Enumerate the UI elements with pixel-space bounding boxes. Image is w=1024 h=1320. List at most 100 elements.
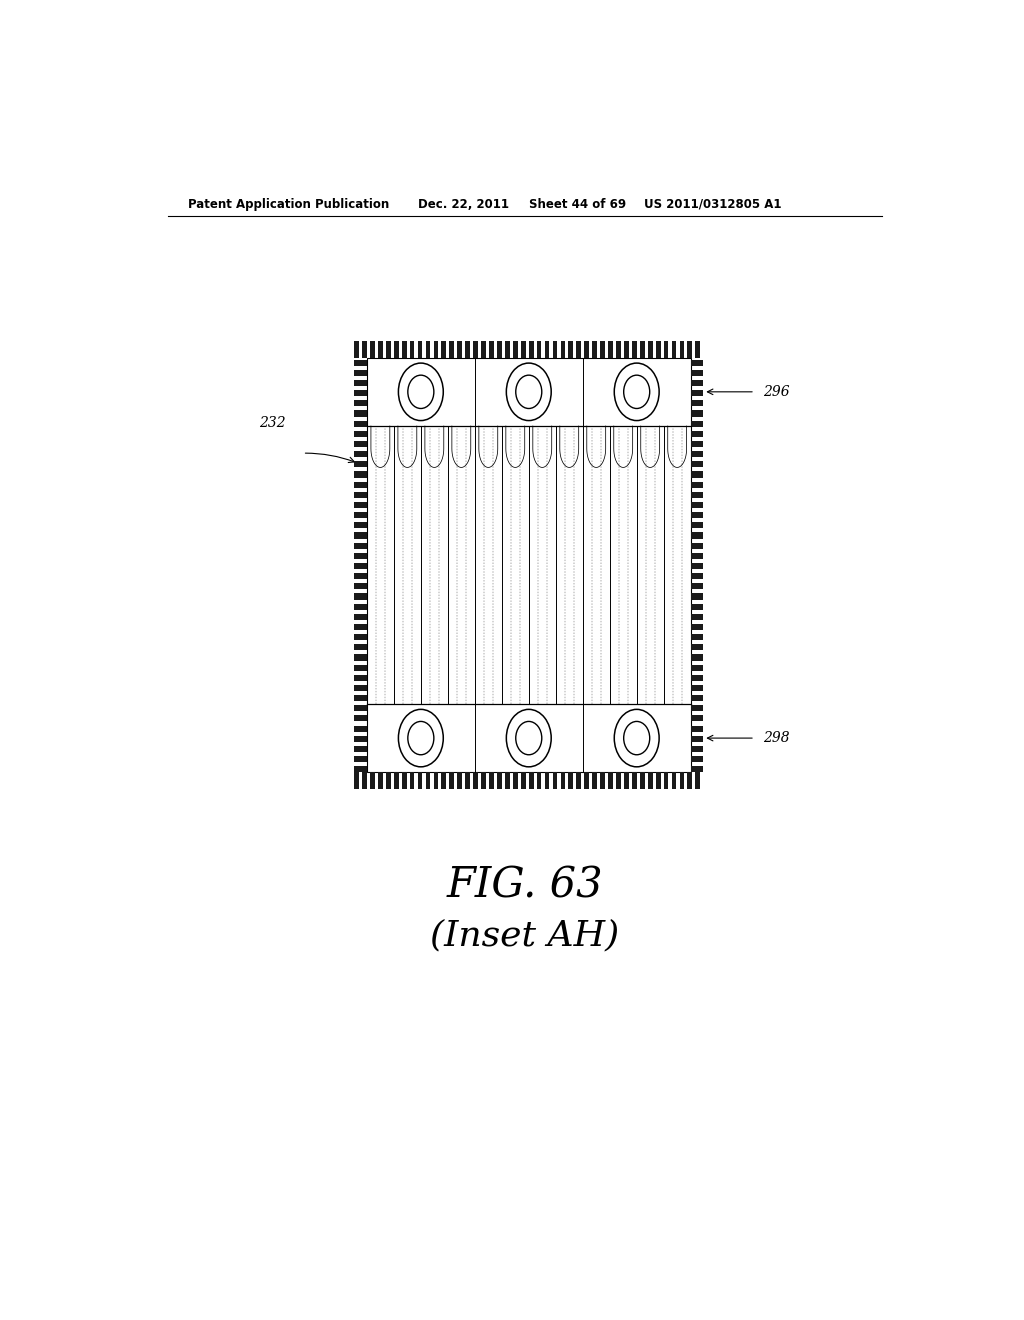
Bar: [664, 342, 669, 358]
Bar: [537, 342, 542, 358]
Bar: [458, 342, 462, 358]
Bar: [690, 675, 703, 681]
Bar: [354, 655, 367, 660]
Bar: [481, 772, 486, 788]
Bar: [690, 502, 703, 508]
Bar: [354, 715, 367, 722]
Bar: [450, 342, 455, 358]
Bar: [370, 772, 375, 788]
Bar: [690, 614, 703, 620]
Text: 298: 298: [763, 731, 790, 744]
Bar: [521, 772, 525, 788]
Bar: [690, 492, 703, 498]
Text: 296: 296: [763, 385, 790, 399]
Bar: [354, 523, 367, 528]
Bar: [560, 772, 565, 788]
Bar: [354, 705, 367, 711]
Bar: [632, 342, 637, 358]
Bar: [695, 342, 700, 358]
Bar: [394, 772, 398, 788]
Bar: [690, 451, 703, 457]
Bar: [690, 562, 703, 569]
Bar: [354, 441, 367, 447]
Bar: [354, 746, 367, 752]
Bar: [690, 624, 703, 630]
Bar: [362, 342, 367, 358]
Bar: [354, 370, 367, 376]
Bar: [640, 342, 645, 358]
Bar: [690, 430, 703, 437]
Bar: [354, 685, 367, 690]
Bar: [481, 342, 486, 358]
Bar: [690, 655, 703, 660]
Bar: [690, 735, 703, 742]
Bar: [568, 772, 573, 788]
Bar: [690, 685, 703, 690]
Bar: [370, 342, 375, 358]
Text: Dec. 22, 2011: Dec. 22, 2011: [418, 198, 509, 211]
Bar: [695, 772, 700, 788]
Bar: [354, 430, 367, 437]
Bar: [648, 772, 652, 788]
Bar: [354, 594, 367, 599]
Bar: [624, 772, 629, 788]
Bar: [690, 543, 703, 549]
Text: Patent Application Publication: Patent Application Publication: [187, 198, 389, 211]
Bar: [690, 634, 703, 640]
Bar: [497, 342, 502, 358]
Bar: [608, 772, 613, 788]
Bar: [386, 772, 391, 788]
Bar: [354, 624, 367, 630]
Bar: [528, 342, 534, 358]
Bar: [690, 482, 703, 487]
Bar: [354, 562, 367, 569]
Bar: [553, 342, 557, 358]
Bar: [354, 482, 367, 487]
Bar: [354, 451, 367, 457]
Bar: [585, 342, 589, 358]
Bar: [690, 603, 703, 610]
Bar: [354, 342, 359, 358]
Bar: [450, 772, 455, 788]
Bar: [354, 603, 367, 610]
Bar: [441, 342, 446, 358]
Bar: [528, 772, 534, 788]
Bar: [690, 715, 703, 722]
Bar: [354, 634, 367, 640]
Bar: [354, 421, 367, 426]
Bar: [592, 342, 597, 358]
Bar: [513, 772, 518, 788]
Text: US 2011/0312805 A1: US 2011/0312805 A1: [644, 198, 781, 211]
Bar: [354, 696, 367, 701]
Bar: [465, 772, 470, 788]
Bar: [354, 756, 367, 762]
Bar: [354, 380, 367, 385]
Bar: [362, 772, 367, 788]
Bar: [672, 342, 677, 358]
Bar: [418, 772, 423, 788]
Bar: [690, 644, 703, 651]
Bar: [410, 772, 415, 788]
Text: Sheet 44 of 69: Sheet 44 of 69: [528, 198, 626, 211]
Bar: [687, 772, 692, 788]
Bar: [672, 772, 677, 788]
Bar: [354, 512, 367, 519]
Bar: [386, 342, 391, 358]
Bar: [458, 772, 462, 788]
Bar: [354, 411, 367, 417]
Bar: [473, 772, 478, 788]
Bar: [690, 471, 703, 478]
Bar: [354, 644, 367, 651]
Bar: [354, 359, 367, 366]
Bar: [354, 614, 367, 620]
Bar: [354, 553, 367, 558]
Bar: [354, 502, 367, 508]
Bar: [664, 772, 669, 788]
Bar: [690, 696, 703, 701]
Bar: [624, 342, 629, 358]
Bar: [690, 594, 703, 599]
Bar: [687, 342, 692, 358]
Bar: [600, 772, 605, 788]
Bar: [354, 532, 367, 539]
Bar: [600, 342, 605, 358]
